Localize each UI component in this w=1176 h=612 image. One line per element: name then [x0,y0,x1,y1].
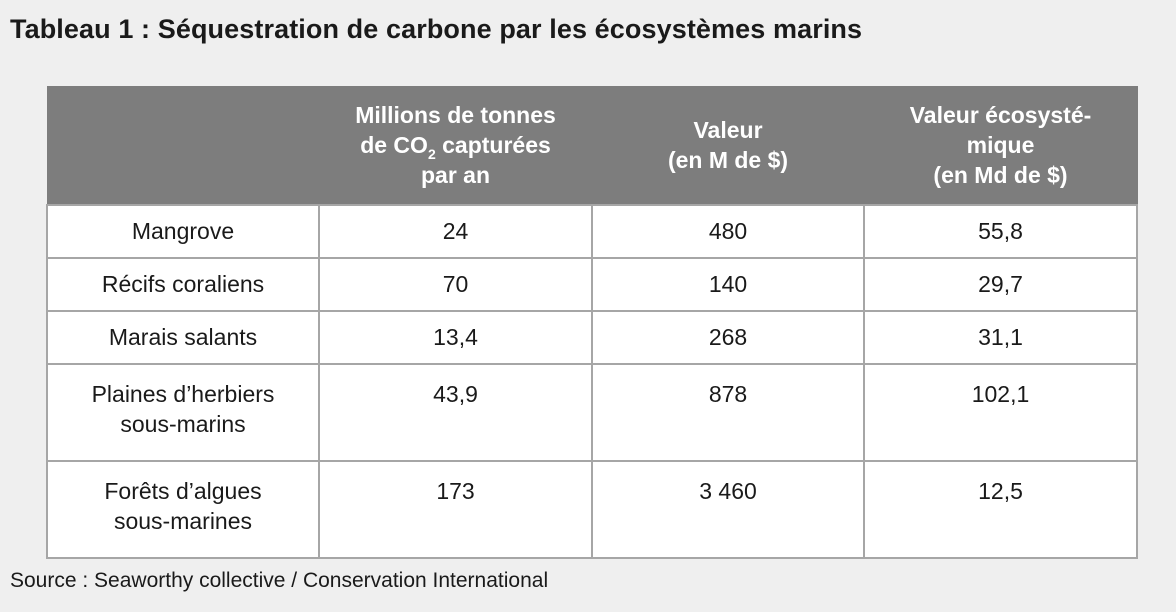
header-co2-captured: capturées [435,132,551,158]
header-valeur-eco-line-2: mique [966,132,1035,158]
cell-valeur: 268 [591,310,865,365]
header-valeur-line-2: (en M de $) [667,147,789,173]
table-row: Plaines d’herbiers sous-marins 43,9 878 … [46,363,1138,462]
cell-co2: 24 [318,204,593,259]
cell-valeur-eco: 31,1 [863,310,1138,365]
table-title: Tableau 1 : Séquestration de carbone par… [10,14,863,44]
cell-valeur-eco: 102,1 [863,363,1138,462]
header-co2-subscript: 2 [427,146,436,162]
header-co2-line-3: par an [420,162,491,188]
cell-co2: 173 [318,460,593,559]
header-row: Millions de tonnes de CO2 capturées par … [46,86,1138,205]
cell-valeur-eco: 55,8 [863,204,1138,259]
row-label-line: Récifs coraliens [101,271,265,297]
row-label: Marais salants [46,310,320,365]
row-label-line: Plaines d’herbiers [91,381,275,407]
table-row: Récifs coraliens 70 140 29,7 [46,257,1138,312]
cell-co2: 13,4 [318,310,593,365]
row-label-line: Mangrove [131,218,235,244]
row-label-line: Forêts d’algues [104,478,262,504]
cell-valeur-eco: 12,5 [863,460,1138,559]
cell-valeur: 3 460 [591,460,865,559]
cell-co2: 43,9 [318,363,593,462]
header-co2: Millions de tonnes de CO2 capturées par … [318,86,593,205]
row-label: Récifs coraliens [46,257,320,312]
cell-valeur: 140 [591,257,865,312]
row-label: Forêts d’algues sous-marines [46,460,320,559]
header-co2-formula: de CO [360,132,428,158]
header-empty-cell [46,86,320,205]
header-valeur-eco-line-1: Valeur écosysté- [909,102,1092,128]
cell-valeur: 480 [591,204,865,259]
source-note: Source : Seaworthy collective / Conserva… [10,569,549,592]
row-label: Mangrove [46,204,320,259]
carbon-sequestration-table: Millions de tonnes de CO2 capturées par … [46,86,1138,559]
row-label: Plaines d’herbiers sous-marins [46,363,320,462]
table-row: Mangrove 24 480 55,8 [46,204,1138,259]
header-co2-line-1: Millions de tonnes [355,102,556,128]
header-valeur-eco-line-3: (en Md de $) [933,162,1068,188]
table-row: Forêts d’algues sous-marines 173 3 460 1… [46,460,1138,559]
header-valeur-eco: Valeur écosysté- mique (en Md de $) [863,86,1138,205]
row-label-line: sous-marines [113,508,253,534]
cell-co2: 70 [318,257,593,312]
header-valeur-line-1: Valeur [693,117,763,143]
table-row: Marais salants 13,4 268 31,1 [46,310,1138,365]
row-label-line: Marais salants [108,324,258,350]
cell-valeur: 878 [591,363,865,462]
header-co2-line-2: de CO2 capturées [330,130,582,162]
header-valeur: Valeur (en M de $) [591,86,865,205]
row-label-line: sous-marins [120,411,246,437]
cell-valeur-eco: 29,7 [863,257,1138,312]
